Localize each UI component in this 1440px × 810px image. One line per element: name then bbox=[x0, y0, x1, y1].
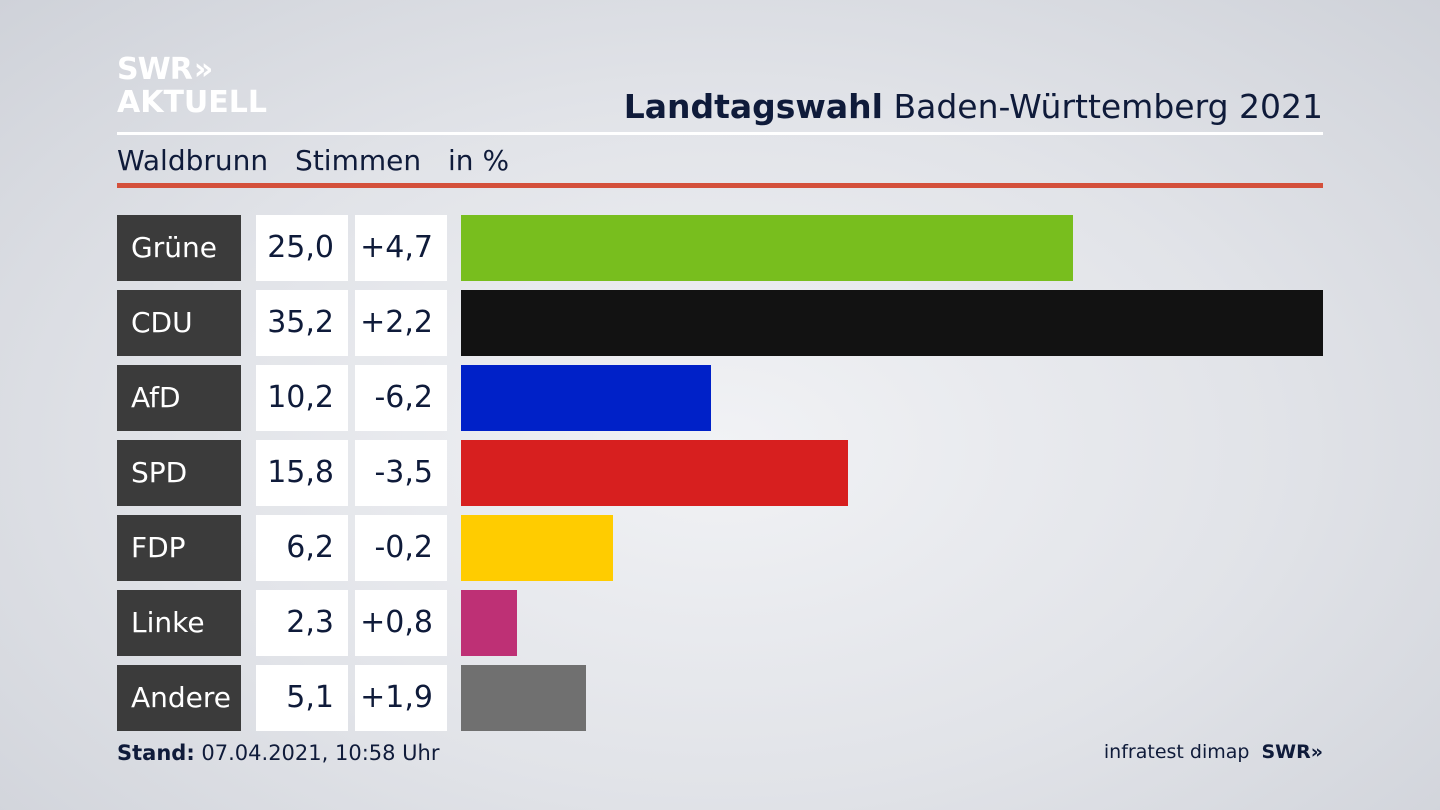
subtitle-place: Waldbrunn bbox=[117, 144, 269, 177]
chart-subtitle: Waldbrunn Stimmen in % bbox=[117, 144, 527, 177]
bar-row: AfD 10,2 -6,2 bbox=[117, 365, 1323, 431]
change-label: +0,8 bbox=[355, 590, 447, 656]
bar bbox=[461, 365, 711, 431]
header-divider bbox=[117, 132, 1323, 135]
bar-row: SPD 15,8 -3,5 bbox=[117, 440, 1323, 506]
logo-aktuell: AKTUELL bbox=[117, 85, 268, 120]
bar bbox=[461, 590, 517, 656]
bar bbox=[461, 215, 1073, 281]
change-label: +1,9 bbox=[355, 665, 447, 731]
bar bbox=[461, 290, 1323, 356]
subtitle-measure: Stimmen bbox=[295, 144, 422, 177]
accent-divider bbox=[117, 183, 1323, 188]
swr-small-logo: SWR» bbox=[1261, 741, 1323, 763]
vote-share-label: 25,0 bbox=[256, 215, 348, 281]
change-label: +2,2 bbox=[355, 290, 447, 356]
change-label: -6,2 bbox=[355, 365, 447, 431]
logo-swr: SWR bbox=[117, 52, 193, 87]
title-rest: Baden-Württemberg 2021 bbox=[882, 87, 1323, 126]
bar bbox=[461, 440, 848, 506]
vote-share-label: 35,2 bbox=[256, 290, 348, 356]
vote-share-label: 15,8 bbox=[256, 440, 348, 506]
logo-chevron-icon: » bbox=[193, 52, 214, 87]
chart-title: Landtagswahl Baden-Württemberg 2021 bbox=[624, 87, 1323, 126]
change-label: +4,7 bbox=[355, 215, 447, 281]
title-bold: Landtagswahl bbox=[623, 87, 883, 126]
change-label: -3,5 bbox=[355, 440, 447, 506]
party-label: SPD bbox=[117, 440, 241, 506]
bar-row: FDP 6,2 -0,2 bbox=[117, 515, 1323, 581]
source-credit: infratest dimap SWR» bbox=[1104, 741, 1323, 763]
bar-row: Grüne 25,0 +4,7 bbox=[117, 215, 1323, 281]
party-label: Andere bbox=[117, 665, 241, 731]
change-label: -0,2 bbox=[355, 515, 447, 581]
stand-label: Stand: bbox=[117, 741, 195, 765]
vote-share-label: 6,2 bbox=[256, 515, 348, 581]
vote-share-label: 2,3 bbox=[256, 590, 348, 656]
timestamp: Stand: 07.04.2021, 10:58 Uhr bbox=[117, 741, 440, 765]
party-label: Grüne bbox=[117, 215, 241, 281]
bar bbox=[461, 665, 586, 731]
vote-share-label: 10,2 bbox=[256, 365, 348, 431]
bar bbox=[461, 515, 613, 581]
party-label: AfD bbox=[117, 365, 241, 431]
source-label: infratest dimap bbox=[1103, 741, 1250, 763]
party-label: FDP bbox=[117, 515, 241, 581]
bar-row: Linke 2,3 +0,8 bbox=[117, 590, 1323, 656]
party-label: Linke bbox=[117, 590, 241, 656]
bar-row: Andere 5,1 +1,9 bbox=[117, 665, 1323, 731]
stand-value: 07.04.2021, 10:58 Uhr bbox=[194, 741, 440, 765]
vote-share-label: 5,1 bbox=[256, 665, 348, 731]
subtitle-unit: in % bbox=[448, 144, 510, 177]
party-label: CDU bbox=[117, 290, 241, 356]
bar-row: CDU 35,2 +2,2 bbox=[117, 290, 1323, 356]
swr-aktuell-logo: SWR» AKTUELL bbox=[117, 55, 267, 118]
